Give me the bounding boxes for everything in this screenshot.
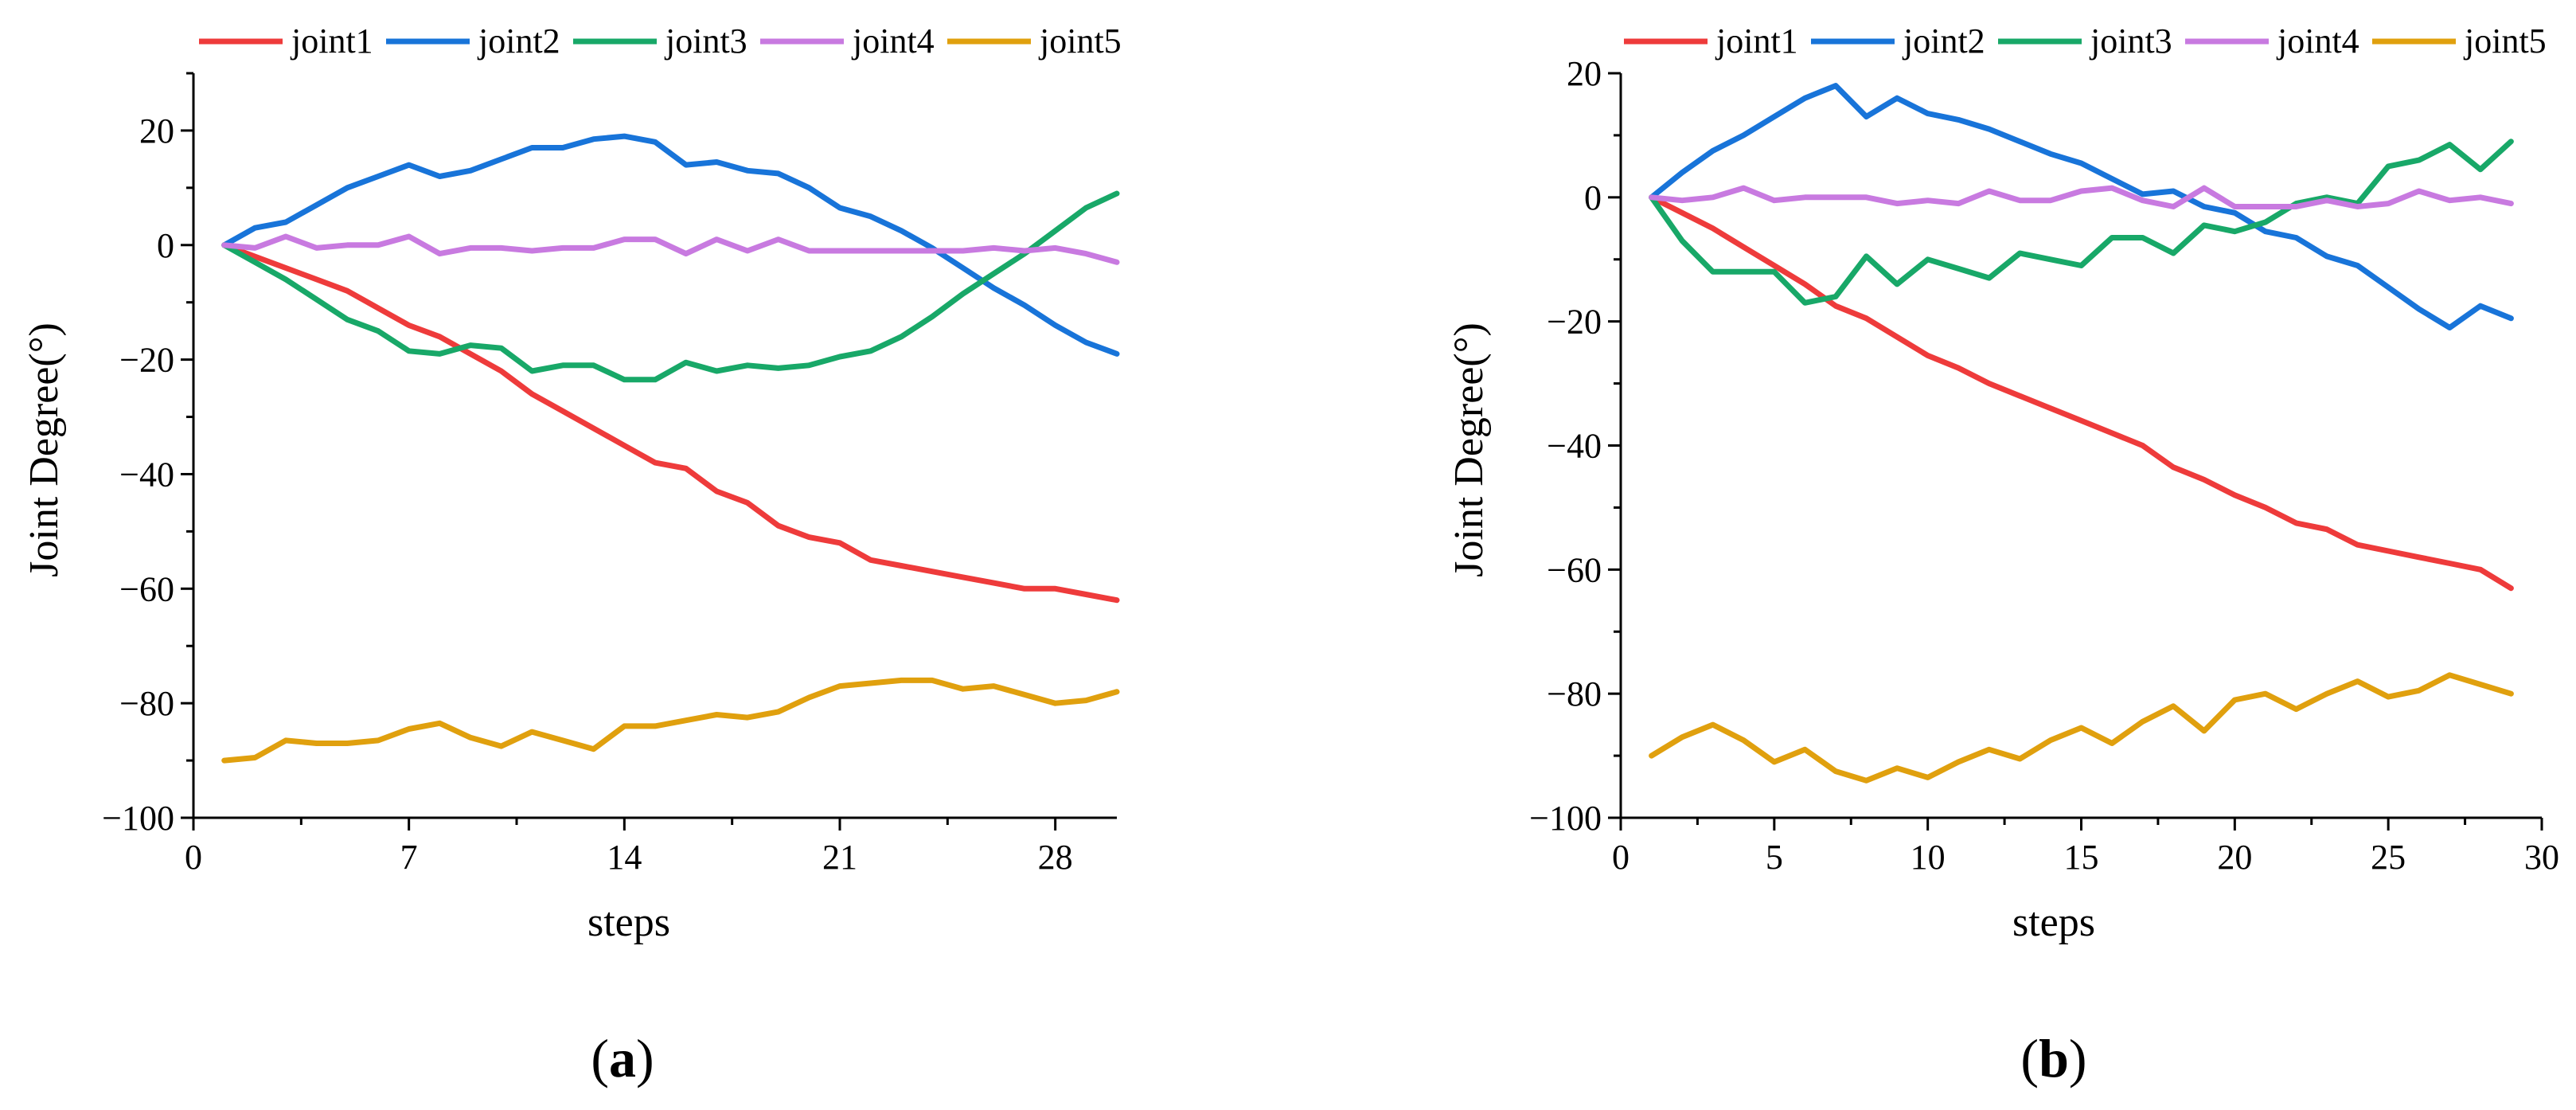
y-tick-label: −20 bbox=[1547, 303, 1602, 342]
panel-b: joint1 joint2 joint3 joint4 joint5 −100−… bbox=[1446, 21, 2559, 1089]
legend-item-joint3: joint3 bbox=[573, 21, 747, 61]
y-tick-label: 20 bbox=[139, 111, 174, 150]
x-tick-label: 21 bbox=[822, 838, 857, 877]
series-line-joint1 bbox=[221, 242, 1120, 604]
x-axis-title-b: steps bbox=[2012, 900, 2095, 945]
legend-item-joint5: joint5 bbox=[2372, 21, 2547, 61]
y-tick-label: 0 bbox=[157, 226, 174, 265]
legend-item-joint3: joint3 bbox=[1998, 21, 2172, 61]
y-tick-label: 20 bbox=[1567, 54, 1602, 93]
legend-label-joint4: joint4 bbox=[2276, 21, 2359, 61]
panel-letter-a: a bbox=[609, 1028, 636, 1089]
legend-item-joint4: joint4 bbox=[760, 21, 935, 61]
x-axis-title-a: steps bbox=[587, 900, 670, 945]
plot-lines-a bbox=[221, 133, 1120, 764]
x-tick-label: 0 bbox=[185, 838, 202, 877]
legend-b: joint1 joint2 joint3 joint4 joint5 bbox=[1624, 21, 2547, 61]
legend-item-joint2: joint2 bbox=[1811, 21, 1985, 61]
legend-label-joint2: joint2 bbox=[1902, 21, 1985, 61]
series-line-joint4 bbox=[1649, 185, 2514, 209]
x-tick-label: 20 bbox=[2217, 838, 2252, 877]
legend-label-joint2: joint2 bbox=[477, 21, 560, 61]
legend-label-joint1: joint1 bbox=[290, 21, 373, 61]
legend-item-joint1: joint1 bbox=[199, 21, 373, 61]
y-tick-label: −100 bbox=[102, 799, 174, 838]
panel-a: joint1 joint2 joint3 joint4 joint5 −100−… bbox=[21, 21, 1122, 1089]
series-line-joint5 bbox=[221, 677, 1120, 764]
x-tick-label: 30 bbox=[2524, 838, 2559, 877]
y-tick-label: −60 bbox=[119, 569, 174, 608]
x-tick-label: 10 bbox=[1911, 838, 1946, 877]
y-tick-label: −60 bbox=[1547, 550, 1602, 589]
y-axis-title-a: Joint Degree(°) bbox=[21, 322, 67, 577]
panel-label-b: (b) bbox=[2020, 1028, 2086, 1089]
legend-a: joint1 joint2 joint3 joint4 joint5 bbox=[199, 21, 1122, 61]
y-tick-label: 0 bbox=[1584, 178, 1602, 217]
axes-b: −100 −80 −60 −40 −20 0 20 0 5 10 15 20 25 30 bbox=[1529, 54, 2559, 877]
x-tick-label: 15 bbox=[2064, 838, 2099, 877]
axes-a: −100 −80 −60 −40 −20 0 20 0 7 14 21 28 bbox=[102, 72, 1117, 877]
series-line-joint2 bbox=[221, 133, 1120, 357]
legend-item-joint1: joint1 bbox=[1624, 21, 1798, 61]
legend-label-joint5: joint5 bbox=[1038, 21, 1122, 61]
legend-label-joint5: joint5 bbox=[2463, 21, 2547, 61]
x-tick-label: 5 bbox=[1766, 838, 1783, 877]
legend-label-joint3: joint3 bbox=[2089, 21, 2172, 61]
y-tick-label: −40 bbox=[119, 455, 174, 494]
plot-lines-b bbox=[1649, 83, 2514, 784]
x-tick-label: 14 bbox=[607, 838, 642, 877]
series-line-joint1 bbox=[1649, 194, 2514, 592]
y-axis-title-b: Joint Degree(°) bbox=[1446, 322, 1492, 577]
series-line-joint3 bbox=[221, 190, 1120, 383]
y-tick-label: −20 bbox=[119, 341, 174, 380]
legend-item-joint2: joint2 bbox=[386, 21, 560, 61]
y-tick-label: −80 bbox=[119, 684, 174, 723]
series-line-joint2 bbox=[1649, 83, 2514, 330]
y-tick-label: −80 bbox=[1547, 674, 1602, 713]
series-line-joint4 bbox=[221, 233, 1120, 265]
legend-label-joint3: joint3 bbox=[664, 21, 747, 61]
legend-item-joint4: joint4 bbox=[2185, 21, 2359, 61]
legend-label-joint4: joint4 bbox=[851, 21, 935, 61]
series-line-joint5 bbox=[1649, 672, 2514, 784]
x-tick-label: 28 bbox=[1038, 838, 1073, 877]
y-tick-label: −100 bbox=[1529, 799, 1602, 838]
series-line-joint3 bbox=[1649, 139, 2514, 306]
y-tick-label: −40 bbox=[1547, 427, 1602, 466]
legend-label-joint1: joint1 bbox=[1715, 21, 1798, 61]
panel-letter-b: b bbox=[2039, 1028, 2069, 1089]
panel-label-a: (a) bbox=[591, 1028, 654, 1089]
x-tick-label: 0 bbox=[1612, 838, 1630, 877]
x-tick-label: 25 bbox=[2371, 838, 2406, 877]
legend-item-joint5: joint5 bbox=[947, 21, 1122, 61]
x-tick-label: 7 bbox=[400, 838, 418, 877]
